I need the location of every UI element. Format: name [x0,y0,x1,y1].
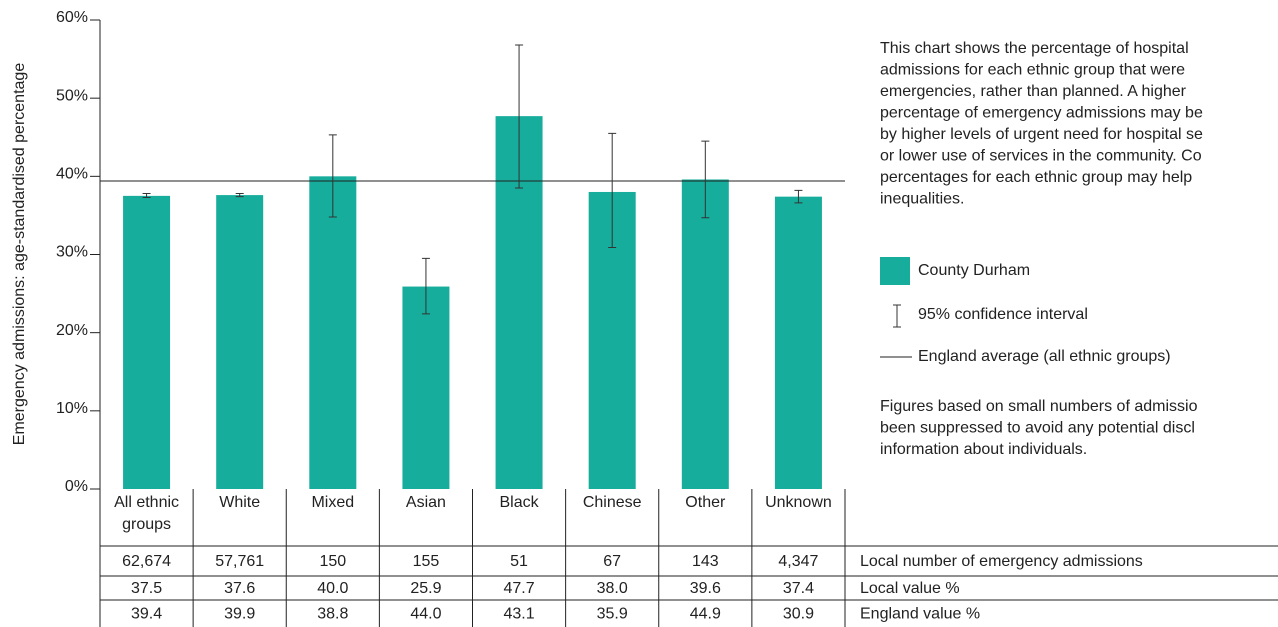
table-cell: 62,674 [122,553,171,570]
error-bar [608,132,617,248]
row-label: England value % [860,606,980,623]
table-cell: 67 [603,553,621,570]
error-bar [421,257,430,315]
footnote-line: information about individuals. [880,441,1087,458]
description-line: by higher levels of urgent need for hosp… [880,126,1203,143]
description-line: This chart shows the percentage of hospi… [880,40,1189,57]
bar [681,179,729,489]
table-cell: 47.7 [503,580,534,597]
table-cell: 38.8 [317,606,348,623]
y-tick-label: 60% [56,9,88,26]
description-line: inequalities. [880,191,965,208]
error-bar [328,134,337,218]
table-cell: 37.4 [783,580,814,597]
legend-label: England average (all ethnic groups) [918,348,1171,365]
y-tick-label: 40% [56,166,88,183]
table-cell: 44.0 [410,606,441,623]
y-axis-label: Emergency admissions: age-standardised p… [11,63,28,446]
category-label: Unknown [765,494,832,511]
legend-ci-icon [893,304,901,328]
category-label: White [219,494,260,511]
y-tick-label: 10% [56,400,88,417]
footnote-line: been suppressed to avoid any potential d… [880,420,1195,437]
error-bar [235,193,244,198]
error-bar [142,193,151,198]
description-line: admissions for each ethnic group that we… [880,62,1185,79]
category-label: Chinese [583,494,642,511]
table-cell: 51 [510,553,528,570]
bar [774,196,822,489]
table-cell: 155 [413,553,440,570]
bar [216,195,264,490]
table-cell: 37.6 [224,580,255,597]
category-label: All ethnic groups [114,494,179,533]
bar [402,286,450,489]
table-cell: 35.9 [597,606,628,623]
table-cell: 30.9 [783,606,814,623]
bar [309,176,357,490]
y-tick-label: 20% [56,322,88,339]
error-bar [794,189,803,204]
table-cell: 39.4 [131,606,162,623]
y-tick-label: 50% [56,87,88,104]
category-label: Mixed [311,494,354,511]
description-line: or lower use of services in the communit… [880,148,1202,165]
table-cell: 39.6 [690,580,721,597]
description-line: percentage of emergency admissions may b… [880,105,1203,122]
y-tick-label: 30% [56,244,88,261]
description-line: emergencies, rather than planned. A high… [880,83,1187,100]
footnote-line: Figures based on small numbers of admiss… [880,398,1198,415]
table-cell: 150 [319,553,346,570]
legend-label: County Durham [918,262,1030,279]
table-cell: 143 [692,553,719,570]
description-line: percentages for each ethnic group may he… [880,169,1192,186]
legend-label: 95% confidence interval [918,306,1088,323]
table-cell: 43.1 [503,606,534,623]
table-cell: 4,347 [778,553,818,570]
table-cell: 40.0 [317,580,348,597]
row-label: Local number of emergency admissions [860,553,1143,570]
table-cell: 38.0 [597,580,628,597]
table-cell: 44.9 [690,606,721,623]
y-tick-label: 0% [65,478,88,495]
table-cell: 25.9 [410,580,441,597]
table-cell: 39.9 [224,606,255,623]
table-cell: 57,761 [215,553,264,570]
row-label: Local value % [860,580,960,597]
category-label: Other [685,494,726,511]
table-cell: 37.5 [131,580,162,597]
legend-swatch [880,257,910,285]
category-label: Asian [406,494,446,511]
bar [123,195,171,489]
error-bar [515,44,524,189]
category-label: Black [500,494,540,511]
error-bar [701,140,710,219]
